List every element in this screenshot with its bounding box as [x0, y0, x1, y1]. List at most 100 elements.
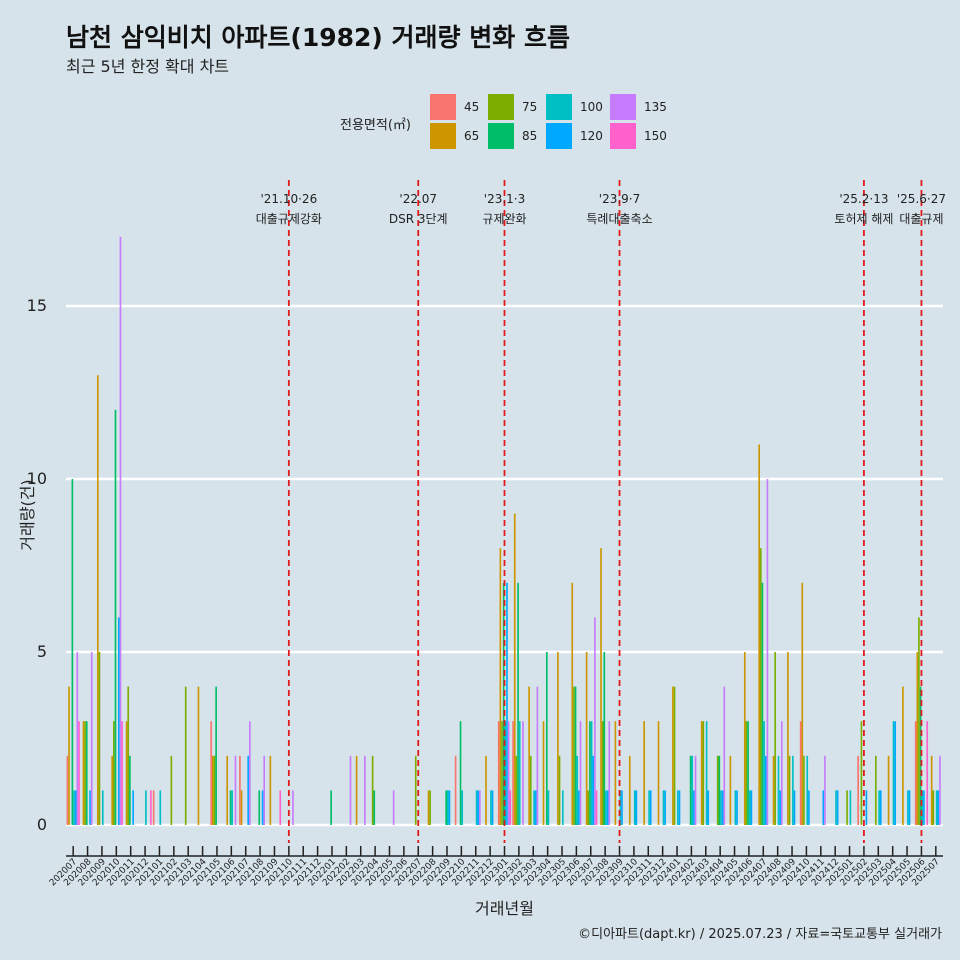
- event-date-label: '25.6·27: [897, 192, 946, 206]
- bar-65-202408: [772, 755, 775, 825]
- bar-65-202309: [614, 721, 617, 825]
- bar-65-202401: [672, 686, 674, 825]
- bar-135-202411: [824, 755, 826, 825]
- bar-120-202008: [89, 790, 91, 825]
- bar-100-202306: [576, 755, 579, 825]
- bar-120-202010: [117, 617, 120, 825]
- bar-100-202403: [705, 721, 708, 825]
- bar-100-202303: [533, 790, 535, 825]
- bar-120-202310: [635, 790, 638, 825]
- bar-65-202009: [96, 375, 99, 825]
- bar-120-202211: [477, 790, 480, 825]
- bar-120-202309: [621, 790, 623, 825]
- legend-swatch-85: [488, 123, 514, 149]
- bar-75-202009: [98, 652, 101, 825]
- bar-85-202209: [445, 790, 447, 825]
- bar-75-202506: [918, 617, 920, 825]
- bar-120-202404: [721, 790, 724, 825]
- bar-135-202205: [392, 790, 395, 825]
- bar-150-202007: [78, 721, 80, 825]
- legend-title: 전용면적(㎡): [340, 118, 411, 133]
- bar-85-202201: [330, 790, 332, 825]
- bar-85-202204: [373, 790, 376, 825]
- bar-65-202109: [269, 755, 272, 825]
- bar-150-202301: [509, 790, 512, 825]
- event-date-label: '23.9·7: [599, 192, 640, 206]
- bar-65-202007: [68, 686, 70, 825]
- bar-65-202308: [600, 548, 602, 825]
- bar-75-202404: [716, 755, 719, 825]
- bar-120-202308: [606, 790, 609, 825]
- bar-120-202108: [261, 790, 264, 825]
- legend-swatch-150: [610, 123, 636, 149]
- bar-65-202312: [657, 721, 660, 825]
- x-axis-title: 거래년월: [475, 899, 534, 918]
- legend-label-45: 45: [464, 100, 480, 114]
- bar-100-202212: [490, 790, 492, 825]
- bar-100-202305: [562, 790, 564, 825]
- bar-45-202007: [66, 755, 69, 825]
- bar-65-202105: [211, 755, 214, 825]
- bar-85-202108: [258, 790, 261, 825]
- bar-100-202106: [231, 790, 233, 825]
- event-name-label: 특례대출축소: [586, 212, 652, 226]
- bar-65-202307: [585, 652, 588, 825]
- bar-135-202303: [536, 686, 539, 825]
- bar-75-202307: [587, 790, 590, 825]
- bar-150-202010: [121, 721, 123, 825]
- bar-100-202406: [748, 790, 751, 825]
- y-axis-title: 거래량(건): [18, 479, 37, 550]
- bar-75-202204: [371, 755, 374, 825]
- bar-120-202502: [865, 790, 868, 825]
- bar-75-202502: [860, 721, 863, 825]
- bar-150-202109: [279, 790, 282, 825]
- bar-75-202403: [702, 721, 705, 825]
- bar-85-202308: [603, 652, 606, 825]
- legend-swatch-120: [546, 123, 572, 149]
- bar-75-202406: [745, 721, 748, 825]
- bar-75-202409: [788, 755, 791, 825]
- bar-120-202410: [808, 790, 810, 825]
- bar-100-202408: [777, 755, 780, 825]
- bar-65-202410: [801, 582, 804, 825]
- bar-75-202103: [184, 686, 187, 825]
- legend-label-85: 85: [522, 129, 538, 143]
- legend-swatch-100: [546, 94, 572, 120]
- event-name-label: 대출규제: [899, 212, 943, 226]
- bar-120-202212: [491, 790, 494, 825]
- bar-65-202311: [643, 721, 645, 825]
- bar-135-202306: [579, 721, 582, 825]
- bar-135-202301: [507, 721, 510, 825]
- bar-45-202210: [454, 755, 457, 825]
- bar-150-202307: [595, 790, 598, 825]
- bar-100-202007: [73, 790, 75, 825]
- bar-45-202502: [857, 755, 859, 825]
- bar-65-202008: [82, 721, 85, 825]
- bar-120-202411: [822, 790, 825, 825]
- bar-75-202011: [127, 686, 130, 825]
- bar-135-202404: [723, 686, 726, 825]
- bar-75-202301: [501, 721, 503, 825]
- legend-label-135: 135: [644, 100, 667, 114]
- bar-120-202306: [578, 790, 580, 825]
- bar-100-202302: [518, 721, 521, 825]
- bar-85-202306: [574, 686, 577, 825]
- bar-100-202209: [446, 790, 449, 825]
- bar-65-202305: [557, 652, 559, 825]
- bar-120-202503: [879, 790, 882, 825]
- bar-75-202303: [529, 755, 532, 825]
- bar-75-202503: [874, 755, 877, 825]
- legend-swatch-135: [610, 94, 636, 120]
- bar-135-202211: [479, 790, 481, 825]
- legend-label-120: 120: [580, 129, 603, 143]
- bar-100-202410: [806, 755, 809, 825]
- chart-title: 남천 삼익비치 아파트(1982) 거래량 변화 흐름: [66, 23, 570, 52]
- bar-45-202101: [152, 790, 155, 825]
- bar-45-202506: [914, 721, 917, 825]
- legend-swatch-75: [488, 94, 514, 120]
- bar-75-202501: [846, 790, 848, 825]
- bar-100-202309: [619, 790, 622, 825]
- bar-135-202308: [608, 721, 611, 825]
- bar-120-202312: [664, 790, 666, 825]
- bar-135-202106: [234, 755, 237, 825]
